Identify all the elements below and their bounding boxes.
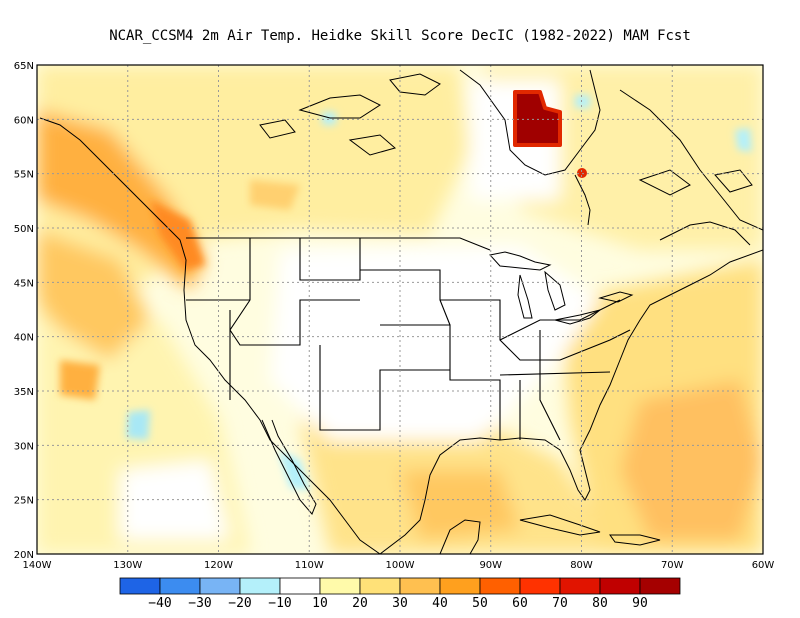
lat-tick-label: 35N — [14, 387, 34, 398]
colorbar-swatch — [319, 577, 361, 595]
colorbar-label: 70 — [552, 596, 568, 611]
latitude-labels: 65N 60N 55N 50N 45N 40N 35N 30N 25N 20N — [14, 61, 34, 561]
lon-tick-label: 100W — [386, 560, 415, 571]
colorbar-label: −30 — [188, 596, 211, 611]
colorbar-swatch — [359, 577, 401, 595]
colorbar-label: 10 — [312, 596, 328, 611]
colorbar-label: −10 — [268, 596, 291, 611]
colorbar-label: 50 — [472, 596, 488, 611]
colorbar-swatch — [599, 577, 641, 595]
colorbar-label: 90 — [632, 596, 648, 611]
colorbar-label: 60 — [512, 596, 528, 611]
colorbar-label: −40 — [148, 596, 171, 611]
colorbar-swatch — [199, 577, 241, 595]
lat-tick-label: 60N — [14, 115, 34, 126]
longitude-labels: 140W 130W 120W 110W 100W 90W 80W 70W 60W — [23, 560, 775, 571]
lat-tick-label: 45N — [14, 278, 34, 289]
lat-tick-label: 30N — [14, 441, 34, 452]
lon-tick-label: 140W — [23, 560, 52, 571]
lon-tick-label: 60W — [752, 560, 775, 571]
grid-lines — [37, 65, 763, 554]
lon-tick-label: 90W — [479, 560, 502, 571]
lon-tick-label: 130W — [113, 560, 142, 571]
lon-tick-label: 120W — [204, 560, 233, 571]
colorbar-swatch — [559, 577, 601, 595]
colorbar-swatch — [239, 577, 281, 595]
colorbar-swatch — [639, 577, 681, 595]
chart-title: NCAR_CCSM4 2m Air Temp. Heidke Skill Sco… — [109, 28, 691, 44]
lat-tick-label: 50N — [14, 224, 34, 235]
colorbar-label: 80 — [592, 596, 608, 611]
lat-tick-label: 20N — [14, 550, 34, 561]
lat-tick-label: 25N — [14, 496, 34, 507]
lat-tick-label: 40N — [14, 333, 34, 344]
colorbar-label: 30 — [392, 596, 408, 611]
colorbar-swatch — [479, 577, 521, 595]
colorbar-swatch — [399, 577, 441, 595]
lon-tick-label: 110W — [295, 560, 324, 571]
colorbar-label: 40 — [432, 596, 448, 611]
map-frame — [36, 64, 764, 555]
colorbar-swatch — [519, 577, 561, 595]
colorbar-swatch — [159, 577, 201, 595]
political-borders — [186, 237, 631, 441]
colorbar-swatch — [279, 577, 321, 595]
colorbar-label: 20 — [352, 596, 368, 611]
lon-tick-label: 80W — [570, 560, 593, 571]
lon-tick-label: 70W — [661, 560, 684, 571]
colorbar-swatch — [439, 577, 481, 595]
colorbar: −40 −30 −20 −10 10 20 30 40 50 60 70 80 90 — [119, 577, 681, 611]
lat-tick-label: 55N — [14, 170, 34, 181]
colorbar-label: −20 — [228, 596, 251, 611]
coastlines — [39, 69, 763, 554]
lat-tick-label: 65N — [14, 61, 34, 72]
colorbar-swatch — [119, 577, 161, 595]
